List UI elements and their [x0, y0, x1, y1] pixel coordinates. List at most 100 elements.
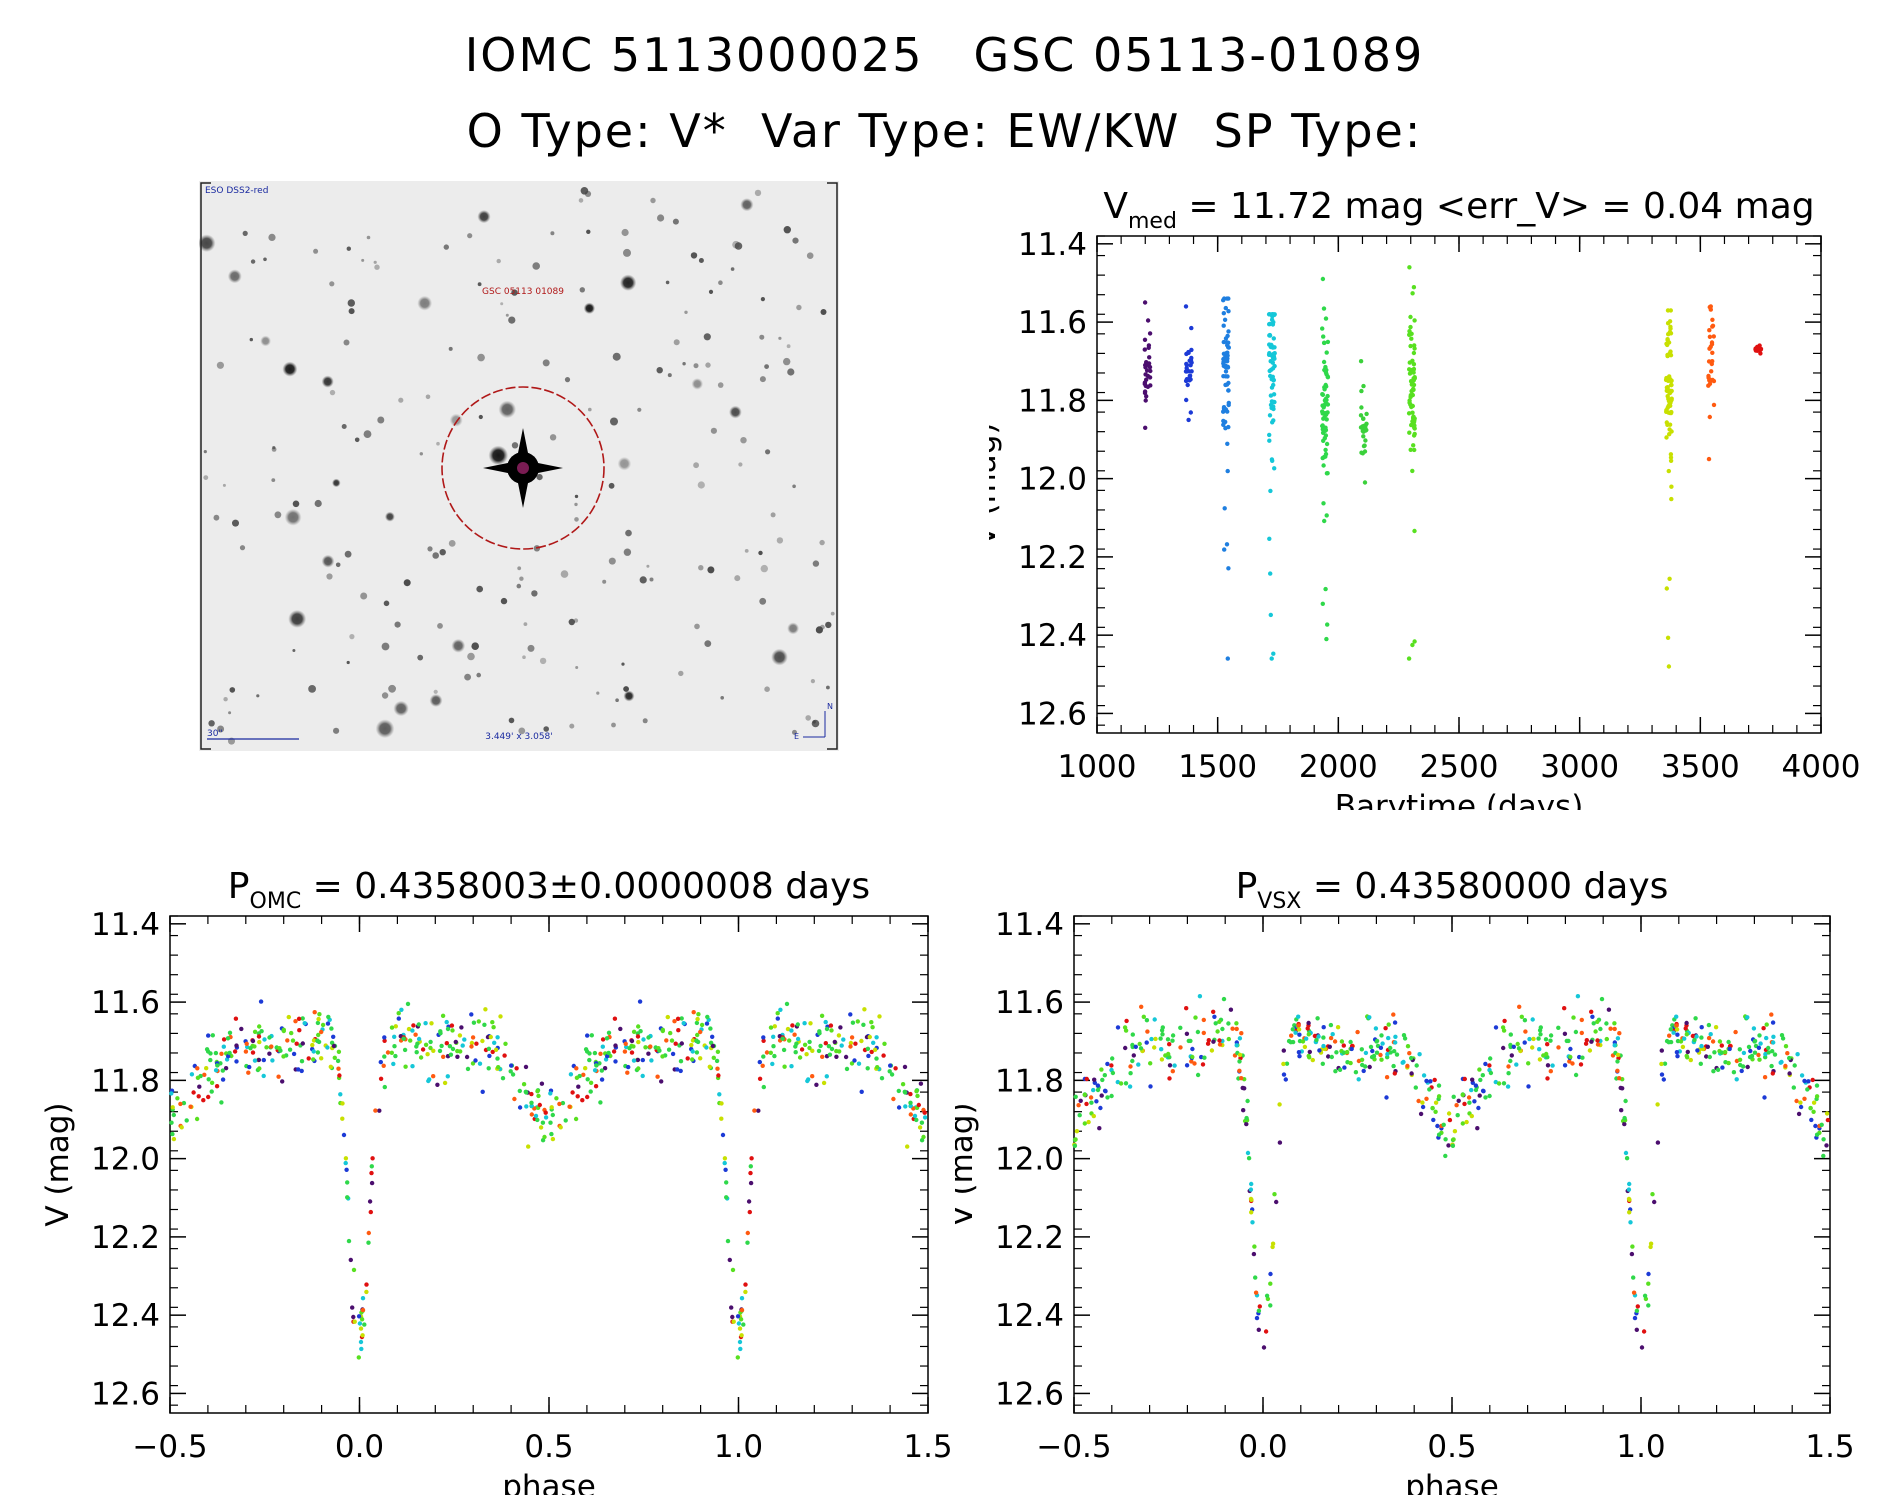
- data-point: [689, 1042, 694, 1048]
- data-point: [1526, 1084, 1531, 1089]
- data-point: [248, 1046, 253, 1051]
- data-point: [1590, 1014, 1595, 1019]
- data-point: [1369, 1054, 1375, 1060]
- data-point: [252, 1058, 258, 1063]
- data-point: [871, 1040, 876, 1045]
- data-point: [191, 1090, 196, 1095]
- data-point: [296, 1016, 302, 1021]
- data-point: [1362, 449, 1368, 454]
- data-point: [550, 1136, 556, 1142]
- finder-star: [527, 644, 535, 652]
- finder-star: [657, 214, 665, 222]
- data-point: [178, 1101, 183, 1107]
- data-point: [1222, 317, 1228, 322]
- data-point: [1794, 1098, 1799, 1104]
- data-point: [594, 1063, 599, 1068]
- finder-star: [332, 478, 341, 488]
- data-point: [1146, 343, 1152, 348]
- data-point: [1642, 1293, 1648, 1298]
- data-point: [1411, 416, 1416, 421]
- data-point: [772, 1024, 777, 1029]
- finder-star: [596, 691, 600, 695]
- data-point: [793, 1050, 798, 1055]
- data-point: [1595, 1038, 1600, 1043]
- data-point: [1364, 411, 1369, 417]
- data-point: [1102, 1073, 1107, 1078]
- data-point: [1617, 1076, 1622, 1081]
- finder-star: [250, 259, 256, 264]
- data-point: [188, 1104, 193, 1109]
- data-point: [1361, 434, 1366, 439]
- plot-frame: [1073, 915, 1831, 1414]
- data-point: [1671, 1030, 1676, 1035]
- data-point: [673, 1041, 678, 1046]
- data-point: [1706, 1035, 1712, 1041]
- data-point: [189, 1072, 195, 1077]
- y-tick-label: 12.0: [91, 1142, 160, 1178]
- data-point: [1811, 1109, 1816, 1114]
- data-point: [877, 1014, 882, 1019]
- data-point: [1511, 1044, 1516, 1049]
- data-point: [1221, 361, 1226, 366]
- data-point: [1200, 1062, 1206, 1067]
- data-point: [866, 1053, 871, 1059]
- data-point: [294, 1041, 299, 1046]
- data-point: [269, 1044, 274, 1049]
- data-point: [1814, 1094, 1820, 1099]
- finder-star: [574, 502, 578, 507]
- data-point: [1263, 1329, 1269, 1334]
- data-point: [1237, 1068, 1242, 1073]
- data-point: [1206, 1038, 1211, 1043]
- data-point: [1770, 1020, 1776, 1025]
- data-point: [1477, 1093, 1482, 1098]
- finder-star: [787, 368, 795, 376]
- data-point: [1824, 1111, 1830, 1116]
- data-point: [698, 1029, 703, 1035]
- data-point: [1270, 322, 1276, 327]
- data-point: [637, 999, 643, 1004]
- data-point: [358, 1326, 364, 1331]
- data-point: [722, 1160, 727, 1166]
- data-point: [583, 1066, 588, 1071]
- data-point: [502, 1053, 507, 1058]
- finder-star: [703, 333, 711, 341]
- data-point: [341, 1132, 347, 1138]
- data-point: [573, 1116, 579, 1122]
- data-point: [1190, 1054, 1195, 1060]
- data-point: [588, 1080, 594, 1085]
- data-point: [574, 1066, 579, 1071]
- data-point: [1296, 1023, 1301, 1028]
- data-point: [1667, 319, 1673, 324]
- finder-star: [333, 727, 340, 734]
- data-point: [449, 1023, 455, 1028]
- data-point: [1522, 1040, 1527, 1045]
- data-point: [1133, 1044, 1138, 1049]
- data-point: [604, 1036, 610, 1041]
- data-point: [1272, 356, 1277, 361]
- data-point: [218, 1061, 223, 1066]
- data-point: [764, 1050, 770, 1055]
- data-point: [1386, 1022, 1391, 1027]
- data-point: [672, 1019, 677, 1024]
- data-point: [1770, 1049, 1775, 1054]
- data-point: [1628, 1220, 1633, 1225]
- finder-star: [443, 244, 449, 250]
- data-point: [470, 1035, 476, 1040]
- data-point: [1410, 388, 1415, 393]
- data-point: [1779, 1059, 1784, 1065]
- data-point: [1556, 1045, 1561, 1050]
- data-point: [1624, 1156, 1630, 1161]
- data-point: [319, 1029, 324, 1035]
- data-point: [787, 1038, 792, 1043]
- data-point: [1785, 1051, 1790, 1056]
- data-point: [691, 1010, 696, 1015]
- y-tick-label: 11.8: [1018, 383, 1087, 419]
- data-point: [364, 1289, 369, 1295]
- data-point: [1172, 1063, 1177, 1068]
- data-point: [300, 1041, 305, 1046]
- data-point: [496, 1065, 501, 1070]
- data-point: [1488, 1070, 1494, 1076]
- data-point: [748, 1164, 753, 1169]
- data-point: [1799, 1073, 1805, 1078]
- data-point: [1407, 1051, 1412, 1056]
